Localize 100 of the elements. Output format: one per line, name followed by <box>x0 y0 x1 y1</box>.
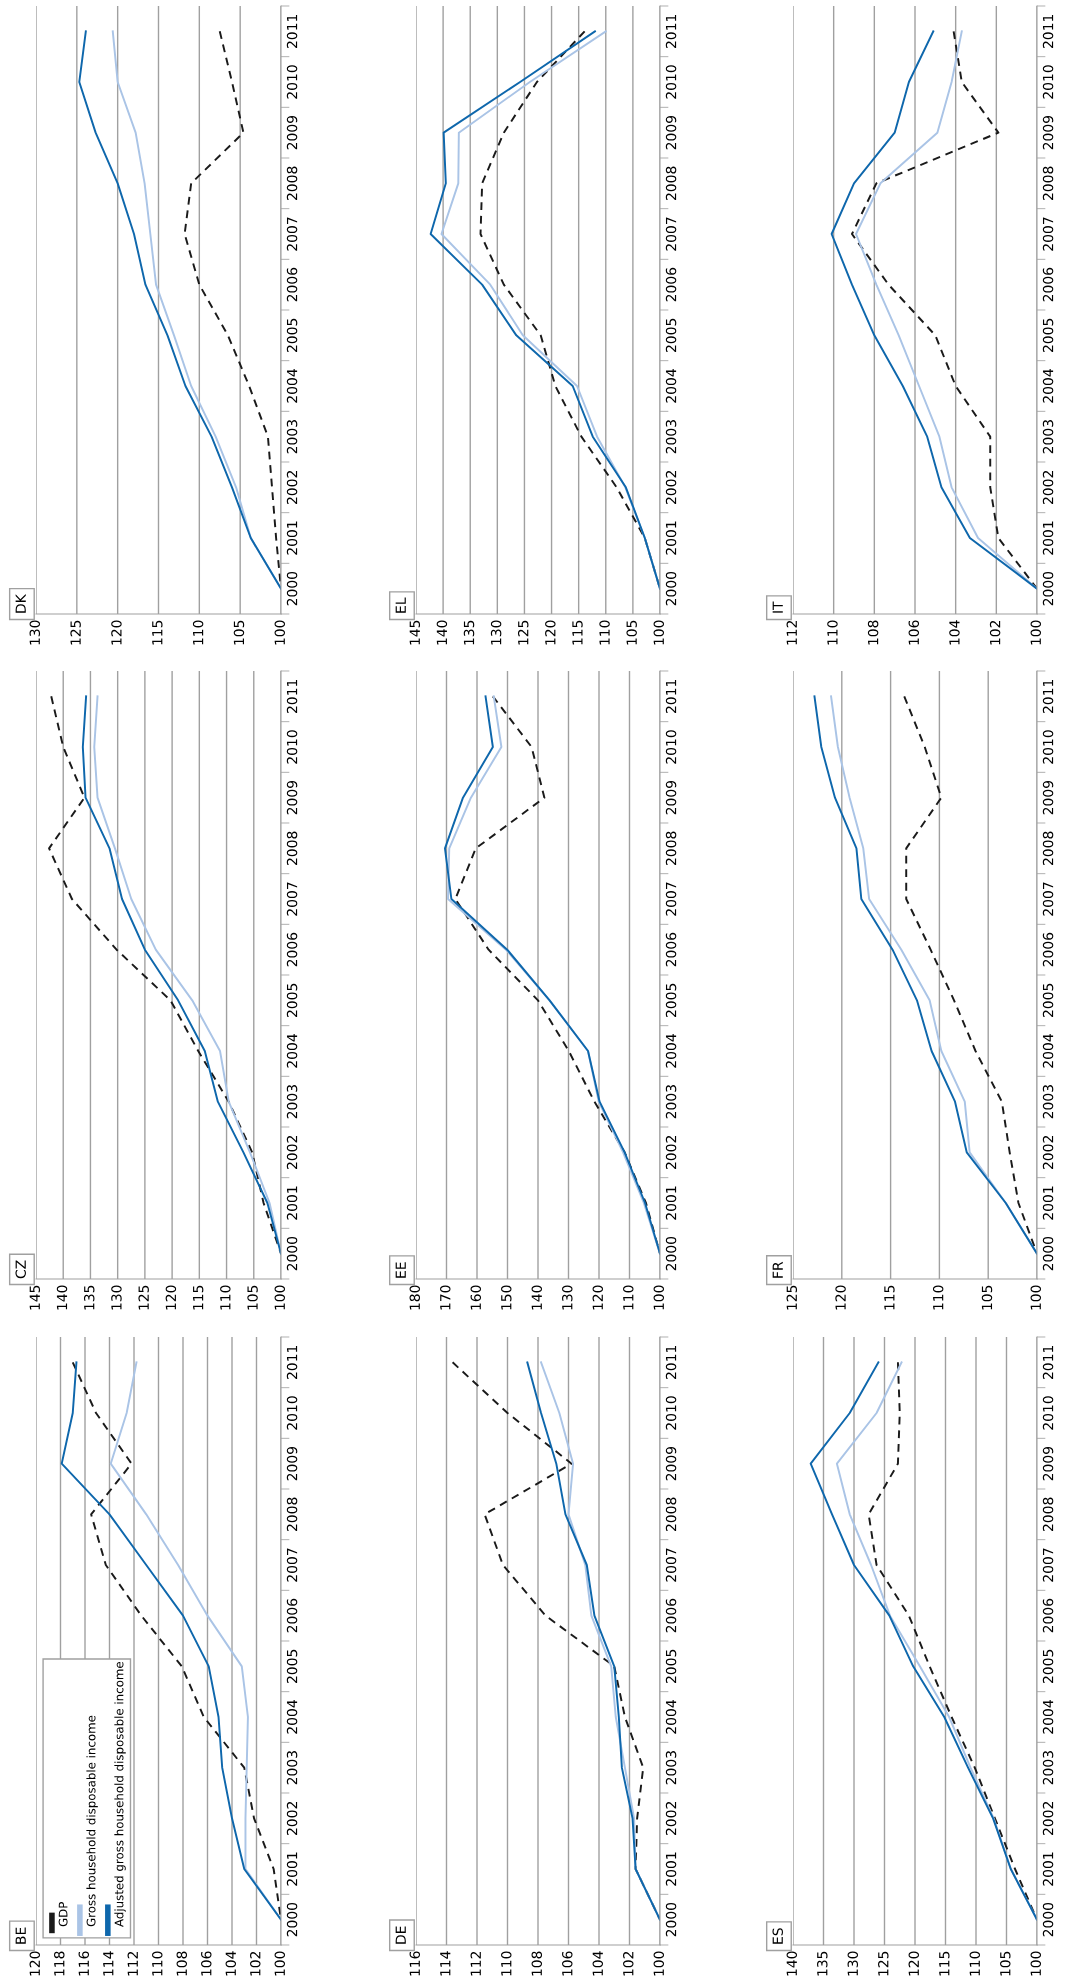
text: Adjusted gross household disposable income <box>114 1661 126 1927</box>
y-tick-label: 2008 <box>665 1497 677 1531</box>
y-tick-label: 2010 <box>1042 1396 1054 1430</box>
y-tick-label: 2000 <box>1042 1902 1054 1937</box>
x-tick-label: 104 <box>225 1951 237 1976</box>
y-tick-label: 2009 <box>1042 115 1054 150</box>
x-tick-label: 110 <box>192 620 204 645</box>
y-tick-label: 2010 <box>1042 730 1054 764</box>
x-tick-label: 114 <box>440 1951 451 1976</box>
y-tick-label: 2001 <box>1042 1186 1054 1220</box>
x-tick-label: 116 <box>78 1951 90 1976</box>
x-tick-label: 106 <box>562 1951 573 1976</box>
x-tick-label: 102 <box>623 1951 634 1976</box>
y-tick-label: 2000 <box>286 1236 298 1271</box>
y-tick-label: 2010 <box>1042 65 1054 99</box>
x-tick-label: 114 <box>103 1951 114 1976</box>
y-tick-label: 2005 <box>665 983 677 1017</box>
x-tick-label: 120 <box>29 1951 41 1976</box>
y-tick-label: 2003 <box>1042 1085 1054 1119</box>
y-tick-label: 2006 <box>665 267 677 302</box>
y-tick-label: 2005 <box>665 318 677 352</box>
x-tick-label: 100 <box>1030 620 1042 645</box>
y-tick-label: 2008 <box>1042 166 1054 200</box>
y-tick-label: 2002 <box>286 471 298 504</box>
y-tick-label: 2002 <box>1042 1136 1054 1169</box>
x-tick-label: 115 <box>572 620 583 645</box>
y-tick-label: 2005 <box>1042 1649 1054 1683</box>
y-tick-label: 2009 <box>1042 1446 1054 1481</box>
x-tick-label: 110 <box>932 1285 944 1310</box>
y-tick-label: 2000 <box>665 571 677 606</box>
x-tick-label: 115 <box>193 1285 204 1310</box>
x-tick-label: 140 <box>786 1951 798 1976</box>
y-tick-label: 2002 <box>1042 1802 1054 1835</box>
y-tick-label: 2001 <box>1042 1852 1054 1886</box>
x-tick-label: 180 <box>409 1285 421 1310</box>
x-tick-label: 120 <box>111 620 122 645</box>
text: BE <box>15 1927 26 1944</box>
x-tick-label: 110 <box>501 1951 512 1976</box>
y-tick-label: 2006 <box>665 1598 677 1633</box>
y-tick-label: 2010 <box>665 65 677 99</box>
y-tick-label: 2011 <box>286 679 298 713</box>
text: EL <box>395 597 406 613</box>
y-tick-label: 2000 <box>665 1902 677 1937</box>
x-tick-label: 112 <box>127 1951 138 1976</box>
y-tick-label: 2001 <box>665 1186 677 1220</box>
x-tick-label: 112 <box>470 1951 481 1976</box>
y-tick-label: 2011 <box>1042 1345 1054 1379</box>
y-tick-label: 2001 <box>286 521 298 555</box>
y-tick-label: 2007 <box>665 882 677 916</box>
y-tick-label: 2003 <box>1042 1751 1054 1785</box>
x-tick-label: 104 <box>592 1951 604 1976</box>
y-tick-label: 2008 <box>286 831 298 865</box>
y-tick-label: 2007 <box>1042 882 1054 916</box>
y-tick-label: 2009 <box>286 780 298 815</box>
y-tick-label: 2004 <box>1042 369 1054 403</box>
y-tick-label: 2006 <box>1042 1598 1054 1633</box>
y-tick-label: 2004 <box>286 369 298 403</box>
text: CZ <box>15 1260 26 1279</box>
x-tick-label: 130 <box>29 620 41 645</box>
x-tick-label: 105 <box>1000 1951 1011 1976</box>
x-tick-label: 105 <box>981 1285 993 1310</box>
x-tick-label: 104 <box>949 620 960 645</box>
y-tick-label: 2006 <box>665 932 677 967</box>
y-tick-label: 2008 <box>286 1497 298 1531</box>
y-tick-label: 2004 <box>286 1034 298 1068</box>
x-tick-label: 120 <box>545 620 556 645</box>
y-tick-label: 2005 <box>665 1649 677 1683</box>
y-tick-label: 2007 <box>665 217 677 251</box>
y-tick-label: 2004 <box>1042 1034 1054 1068</box>
y-tick-label: 2007 <box>286 882 298 916</box>
x-tick-label: 105 <box>247 1285 258 1310</box>
y-tick-label: 2002 <box>665 1136 677 1169</box>
y-tick-label: 2000 <box>1042 1236 1054 1271</box>
x-tick-label: 110 <box>623 1285 634 1310</box>
text: IT <box>772 601 783 613</box>
y-tick-label: 2003 <box>286 1085 298 1119</box>
x-tick-label: 130 <box>111 1285 122 1310</box>
y-tick-label: 2010 <box>665 1396 677 1430</box>
x-tick-label: 140 <box>436 620 448 645</box>
x-tick-label: 125 <box>786 1285 798 1310</box>
y-tick-label: 2004 <box>1042 1700 1054 1734</box>
y-tick-label: 2002 <box>1042 471 1054 504</box>
y-tick-label: 2011 <box>286 14 298 48</box>
x-tick-label: 110 <box>220 1285 231 1310</box>
x-tick-label: 100 <box>653 620 665 645</box>
y-tick-label: 2006 <box>286 1598 298 1633</box>
y-tick-label: 2011 <box>665 1345 677 1379</box>
x-tick-label: 120 <box>835 1285 846 1310</box>
x-tick-label: 108 <box>531 1951 543 1976</box>
y-tick-label: 2008 <box>665 166 677 200</box>
y-tick-label: 2007 <box>665 1548 677 1582</box>
y-tick-label: 2011 <box>1042 14 1054 48</box>
x-tick-label: 100 <box>274 1285 286 1310</box>
y-tick-label: 2006 <box>286 267 298 302</box>
x-tick-label: 135 <box>83 1285 95 1310</box>
text: DK <box>15 593 26 613</box>
x-tick-label: 108 <box>176 1951 188 1976</box>
y-tick-label: 2002 <box>665 471 677 504</box>
y-tick-label: 2003 <box>286 420 298 454</box>
text: FR <box>772 1261 783 1278</box>
